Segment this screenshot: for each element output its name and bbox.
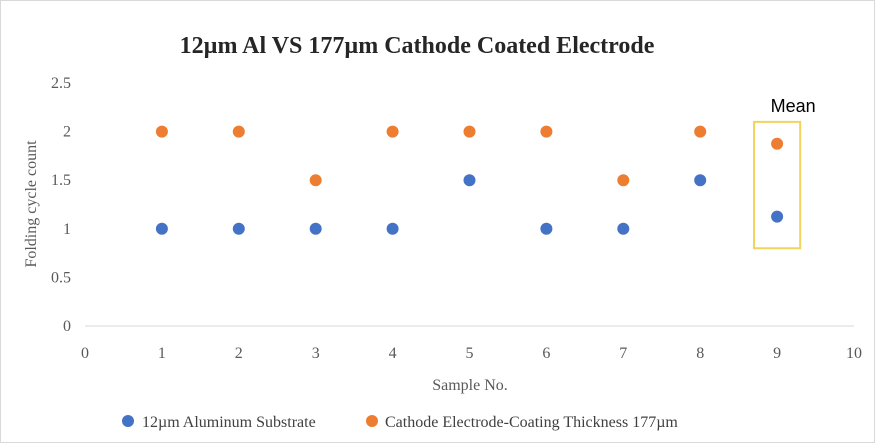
- x-tick-label: 9: [773, 345, 781, 362]
- data-point-cathode[interactable]: [694, 125, 707, 138]
- data-point-cathode[interactable]: [155, 125, 168, 138]
- legend-label-aluminum[interactable]: 12µm Aluminum Substrate: [142, 414, 316, 431]
- y-tick-label: 2.5: [51, 75, 71, 92]
- x-tick-label: 2: [235, 345, 243, 362]
- data-point-cathode[interactable]: [463, 125, 476, 138]
- x-tick-label: 7: [619, 345, 627, 362]
- legend-marker-cathode: [366, 415, 378, 427]
- x-tick-label: 5: [466, 345, 474, 362]
- x-tick-label: 8: [696, 345, 704, 362]
- data-point-cathode[interactable]: [540, 125, 553, 138]
- data-point-aluminum[interactable]: [540, 222, 553, 235]
- x-axis-label: Sample No.: [432, 377, 508, 394]
- legend-marker-aluminum: [122, 415, 134, 427]
- x-tick-label: 1: [158, 345, 166, 362]
- data-point-aluminum[interactable]: [771, 210, 784, 223]
- data-point-aluminum[interactable]: [463, 174, 476, 187]
- x-tick-label: 3: [312, 345, 320, 362]
- data-point-cathode[interactable]: [309, 174, 322, 187]
- chart-title: 12µm Al VS 177µm Cathode Coated Electrod…: [180, 33, 655, 59]
- legend-label-cathode[interactable]: Cathode Electrode-Coating Thickness 177µ…: [385, 414, 678, 431]
- x-tick-label: 6: [542, 345, 550, 362]
- y-tick-label: 2: [63, 124, 71, 141]
- x-tick-label: 10: [846, 345, 862, 362]
- y-tick-label: 1.5: [51, 172, 71, 189]
- data-point-aluminum[interactable]: [617, 222, 630, 235]
- y-axis-label-group: Folding cycle count: [23, 140, 40, 268]
- data-point-cathode[interactable]: [232, 125, 245, 138]
- mean-highlight-box: [753, 120, 802, 250]
- x-tick-label: 0: [81, 345, 89, 362]
- x-tick-label: 4: [389, 345, 397, 362]
- data-points: [155, 125, 784, 235]
- x-tick-labels: 0 1 2 3 4 5 6 7 8 9 10: [81, 345, 862, 362]
- data-point-cathode[interactable]: [386, 125, 399, 138]
- y-tick-label: 1: [63, 221, 71, 238]
- y-tick-labels: 0 0.5 1 1.5 2 2.5: [51, 75, 71, 335]
- data-point-cathode[interactable]: [617, 174, 630, 187]
- y-axis-label: Folding cycle count: [23, 140, 40, 268]
- data-point-aluminum[interactable]: [155, 222, 168, 235]
- data-point-aluminum[interactable]: [309, 222, 322, 235]
- data-point-aluminum[interactable]: [694, 174, 707, 187]
- data-point-aluminum[interactable]: [386, 222, 399, 235]
- y-tick-label: 0: [63, 318, 71, 335]
- data-point-aluminum[interactable]: [232, 222, 245, 235]
- legend: 12µm Aluminum Substrate Cathode Electrod…: [122, 414, 678, 431]
- mean-annotation-label: Mean: [771, 96, 816, 116]
- data-point-cathode[interactable]: [771, 137, 784, 150]
- y-tick-label: 0.5: [51, 269, 71, 286]
